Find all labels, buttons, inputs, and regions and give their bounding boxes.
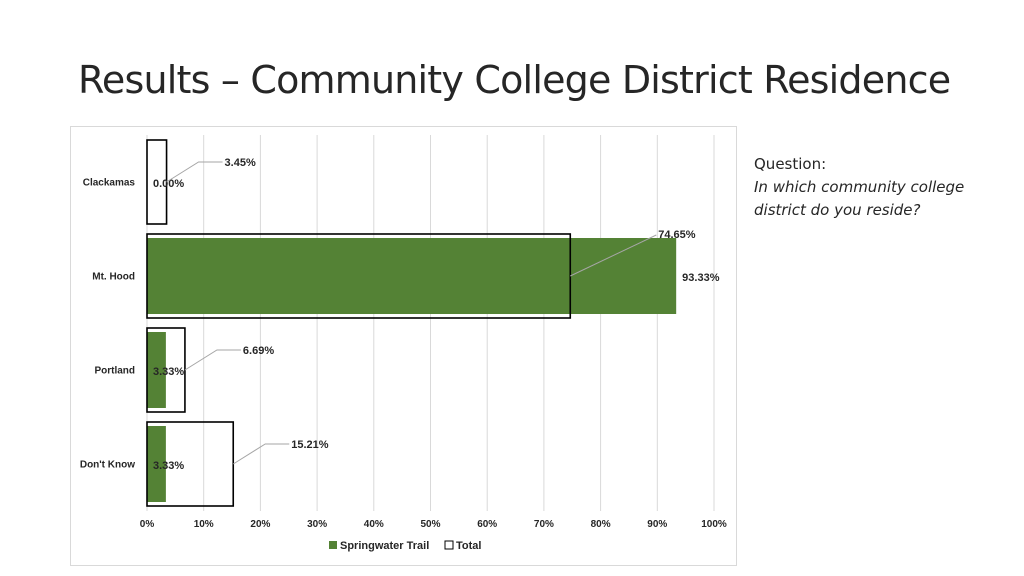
leader-line — [570, 234, 657, 277]
bar-springwater-mt-hood — [147, 238, 677, 314]
x-tick-label: 10% — [194, 519, 214, 530]
x-tick-label: 20% — [250, 519, 270, 530]
category-label: Clackamas — [83, 178, 136, 189]
legend-swatch-total — [444, 540, 454, 550]
category-label: Mt. Hood — [92, 272, 135, 283]
data-label-springwater: 0.00% — [153, 178, 184, 190]
x-tick-label: 0% — [140, 519, 155, 530]
category-label: Don't Know — [80, 460, 135, 471]
x-tick-label: 100% — [701, 519, 727, 530]
question-label: Question: — [754, 155, 827, 173]
data-label-springwater: 3.33% — [153, 460, 184, 472]
bar-chart: 0% 10% 20% 30% 40% 50% 60% 70% 80% 90% 100% Clackam… — [80, 135, 727, 552]
data-label-total: 3.45% — [225, 157, 256, 169]
leader-line — [166, 161, 223, 183]
x-tick-label: 30% — [307, 519, 327, 530]
question-panel: Question: In which community college dis… — [754, 153, 1004, 222]
data-label-total: 6.69% — [243, 345, 274, 357]
question-text: In which community college district do y… — [754, 178, 965, 219]
bar-total-clackamas — [146, 139, 168, 225]
x-tick-label: 70% — [534, 519, 554, 530]
category-label: Portland — [94, 366, 135, 377]
data-label-total: 15.21% — [291, 439, 329, 451]
data-label-total: 74.65% — [658, 229, 696, 241]
data-label-springwater: 3.33% — [153, 366, 184, 378]
chart-area: 0% 10% 20% 30% 40% 50% 60% 70% 80% 90% 100% Clackam… — [70, 126, 737, 566]
data-label-springwater: 93.33% — [682, 272, 720, 284]
legend-label-total: Total — [456, 540, 481, 552]
legend-swatch-springwater — [329, 541, 337, 549]
bar-springwater-don-t-know — [147, 426, 166, 502]
x-tick-label: 50% — [420, 519, 440, 530]
x-tick-label: 90% — [647, 519, 667, 530]
x-tick-label: 60% — [477, 519, 497, 530]
slide-title: Results – Community College District Res… — [78, 58, 951, 102]
leader-line — [232, 443, 290, 465]
x-tick-label: 40% — [364, 519, 384, 530]
leader-line — [184, 349, 241, 371]
bar-total-don-t-know — [146, 421, 235, 507]
bar-springwater-portland — [147, 332, 166, 408]
legend-label-springwater: Springwater Trail — [340, 540, 429, 552]
x-tick-label: 80% — [591, 519, 611, 530]
